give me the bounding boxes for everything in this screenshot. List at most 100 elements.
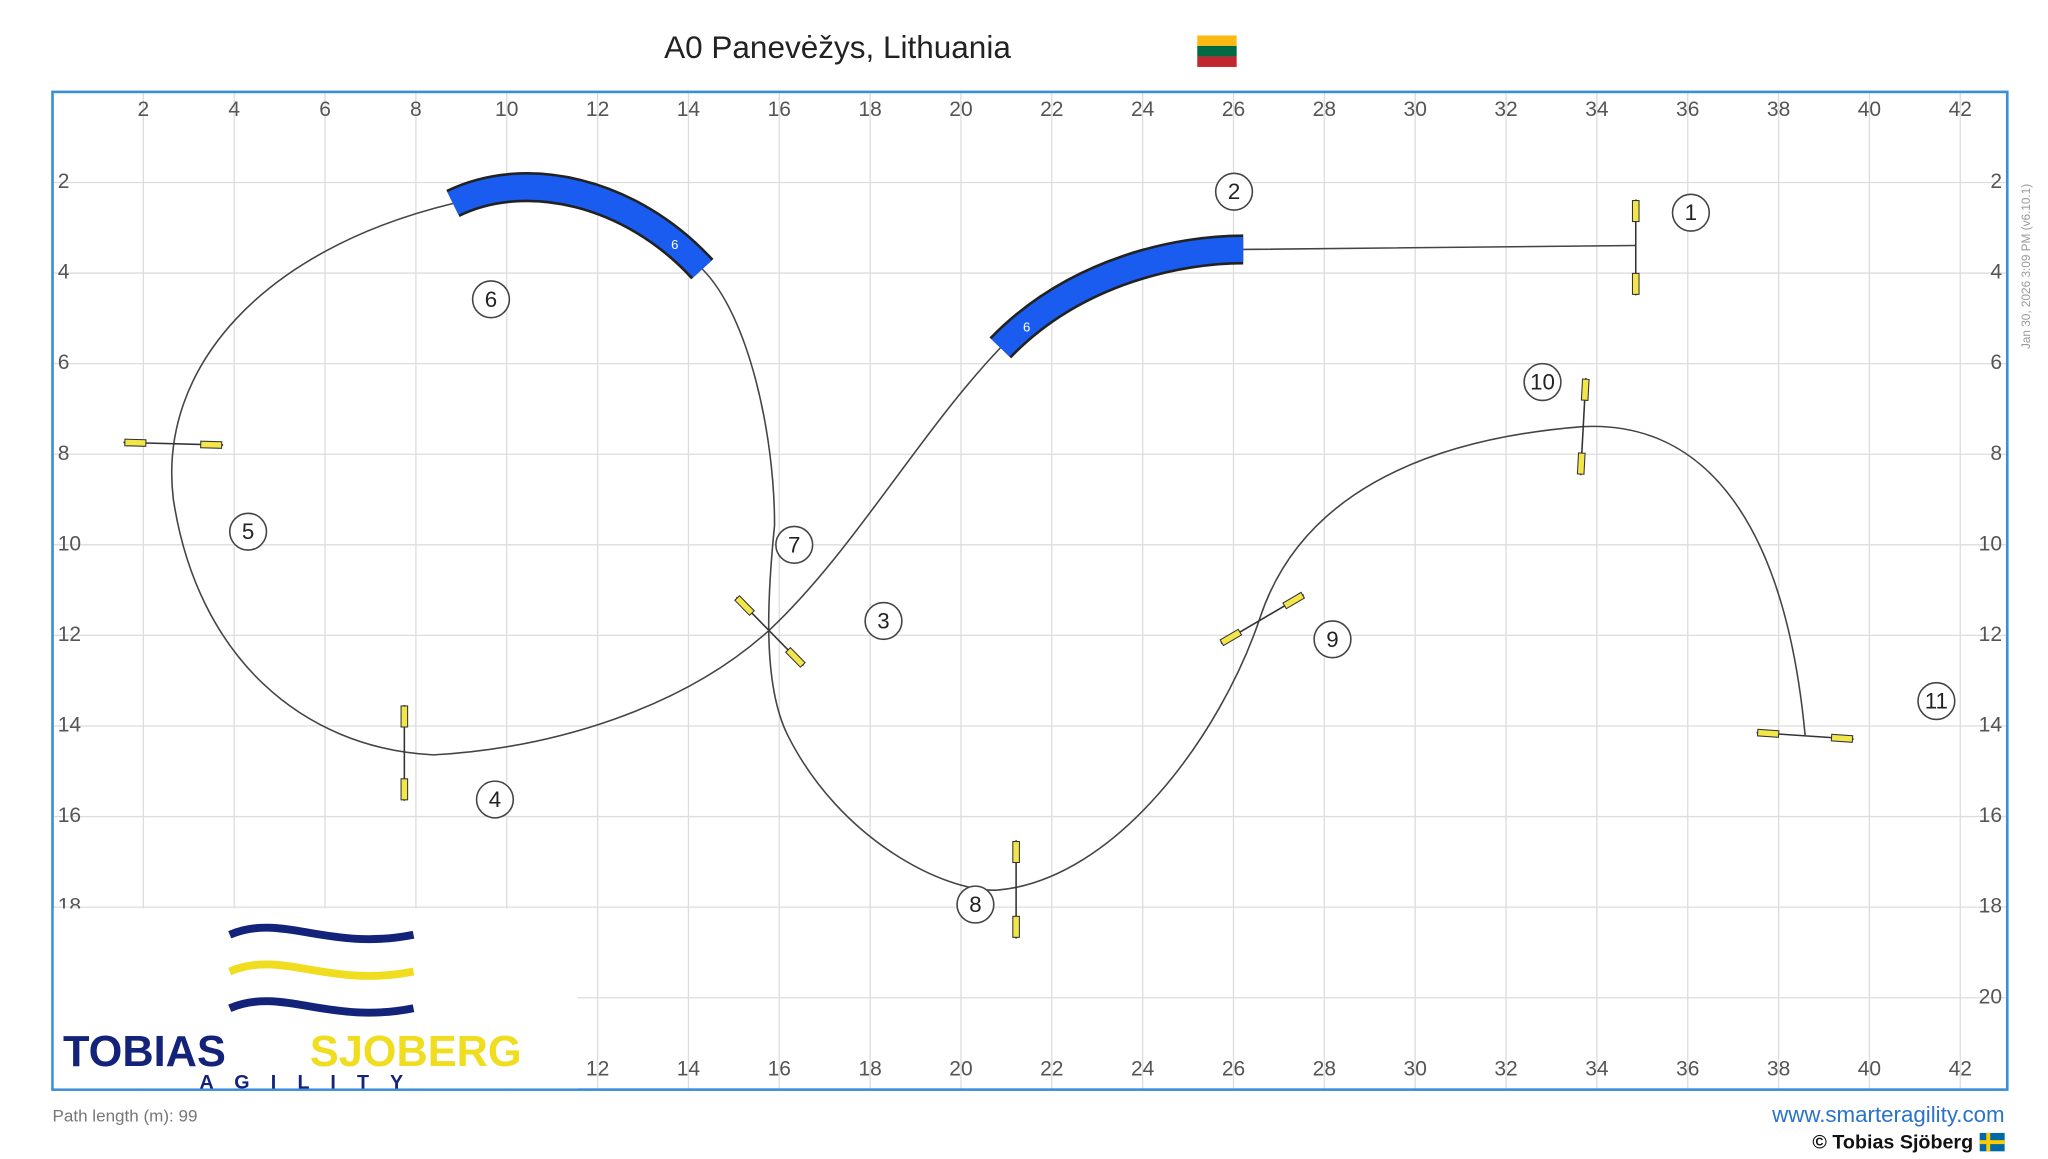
jump-wing: [1580, 378, 1590, 401]
obstacle-number: 7: [788, 532, 800, 557]
obstacle-number: 3: [877, 608, 889, 633]
jumps: [123, 199, 1854, 939]
number-circle: [475, 780, 515, 819]
y-label-right: 8: [1990, 442, 2002, 465]
flag-lithuania: [1197, 35, 1237, 67]
obstacle-number: 10: [1530, 370, 1555, 395]
jump-wing: [1576, 452, 1586, 475]
x-label-bottom: 38: [1767, 1057, 1790, 1080]
obstacle-number: 11: [1925, 689, 1948, 714]
x-label-top: 10: [495, 98, 518, 121]
obstacle-number: 2: [1228, 179, 1240, 204]
x-label-top: 28: [1313, 98, 1336, 121]
x-label-bottom: 36: [1676, 1057, 1699, 1080]
x-label-top: 18: [858, 98, 881, 121]
number-circle: [956, 885, 995, 924]
x-label-bottom: 34: [1585, 1057, 1609, 1080]
y-label-left: 2: [58, 170, 70, 193]
x-label-bottom: 40: [1858, 1057, 1881, 1080]
website[interactable]: www.smarteragility.com: [1771, 1102, 2005, 1127]
logo-background: [53, 908, 578, 1089]
jump-wing: [734, 594, 755, 617]
frame: [51, 90, 2009, 1091]
x-label-bottom: 12: [586, 1057, 609, 1080]
jump-wing: [400, 778, 409, 801]
number-circle: [228, 512, 268, 551]
y-label-right: 12: [1979, 623, 2002, 646]
jump-wing: [1631, 200, 1640, 223]
tunnel: [447, 174, 712, 278]
y-label-right: 4: [1990, 261, 2002, 284]
obstacle-number: 9: [1326, 627, 1338, 652]
grid: 2 4 6 8 10 12 14 16 18 20 22 24 26 28 30 32 34 36 38 40 4224…: [52, 91, 2008, 1090]
copyright: © Tobias Sjöberg: [1812, 1132, 1973, 1154]
tunnel: [991, 236, 1244, 357]
logo-wave: [228, 960, 415, 980]
tunnels: 6 6: [446, 172, 1244, 359]
y-label-left: 16: [58, 804, 81, 827]
y-label-right: 2: [1990, 170, 2002, 193]
y-label-left: 10: [58, 532, 81, 555]
jump-wing: [1012, 840, 1020, 864]
number-circle: [775, 525, 814, 564]
y-label-left: 4: [58, 261, 70, 284]
jump-wing: [1282, 591, 1306, 610]
x-label-top: 42: [1949, 98, 1972, 121]
obstacle-number: 4: [489, 787, 501, 812]
obstacle-number: 8: [969, 892, 981, 917]
obstacle-numbers: 1 2 3 4 5 6 7 8 9 10 11: [228, 172, 1956, 924]
x-label-top: 14: [677, 98, 701, 121]
logo: TOBIAS SJOBERG A G I L I T Y: [53, 908, 578, 1093]
x-label-bottom: 24: [1131, 1057, 1155, 1080]
jump-wing: [1631, 272, 1640, 295]
logo-subtitle: A G I L I T Y: [200, 1071, 411, 1093]
jump-wing: [124, 438, 147, 447]
x-label-top: 24: [1131, 98, 1155, 121]
x-label-top: 12: [586, 98, 609, 121]
x-label-bottom: 30: [1404, 1057, 1427, 1080]
x-label-bottom: 18: [858, 1057, 881, 1080]
x-label-top: 40: [1858, 98, 1881, 121]
number-circle: [1671, 193, 1711, 232]
jump-wing: [1219, 628, 1243, 647]
x-label-top: 8: [410, 98, 422, 121]
number-circle: [1313, 620, 1352, 659]
title: A0 Panevėžys, Lithuania: [664, 29, 1011, 65]
x-label-bottom: 26: [1222, 1057, 1245, 1080]
obstacle-number: 6: [485, 287, 497, 312]
number-circle: [864, 601, 903, 641]
x-label-top: 32: [1494, 98, 1517, 121]
number-circle: [1523, 362, 1562, 402]
path-length: Path length (m): 99: [53, 1107, 198, 1126]
y-label-left: 8: [58, 442, 70, 465]
logo-name: TOBIAS: [63, 1028, 226, 1076]
y-label-right: 20: [1979, 985, 2002, 1008]
logo-wave: [228, 923, 415, 944]
x-label-bottom: 32: [1494, 1057, 1517, 1080]
tunnel-label: 6: [671, 237, 678, 252]
x-label-top: 34: [1585, 98, 1609, 121]
x-label-bottom: 42: [1949, 1057, 1972, 1080]
x-label-top: 20: [949, 98, 972, 121]
flag-sweden: [1979, 1132, 2005, 1152]
tunnel-label: 6: [1023, 320, 1030, 335]
x-label-top: 6: [319, 98, 331, 121]
x-label-top: 30: [1404, 98, 1427, 121]
x-label-top: 2: [138, 98, 150, 121]
obstacle-number: 1: [1685, 200, 1697, 225]
y-label-right: 10: [1979, 532, 2002, 555]
jump-wing: [400, 705, 409, 728]
y-label-right: 18: [1979, 895, 2002, 918]
number-circle: [471, 280, 511, 319]
x-label-bottom: 16: [768, 1057, 791, 1080]
logo-name: SJOBERG: [310, 1028, 522, 1076]
y-label-left: 12: [58, 623, 81, 646]
y-label-right: 16: [1979, 804, 2002, 827]
obstacle-number: 5: [242, 519, 254, 544]
x-label-bottom: 28: [1313, 1057, 1336, 1080]
y-label-left: 14: [58, 714, 82, 737]
y-label-right: 6: [1990, 351, 2002, 374]
y-label-right: 14: [1979, 714, 2003, 737]
